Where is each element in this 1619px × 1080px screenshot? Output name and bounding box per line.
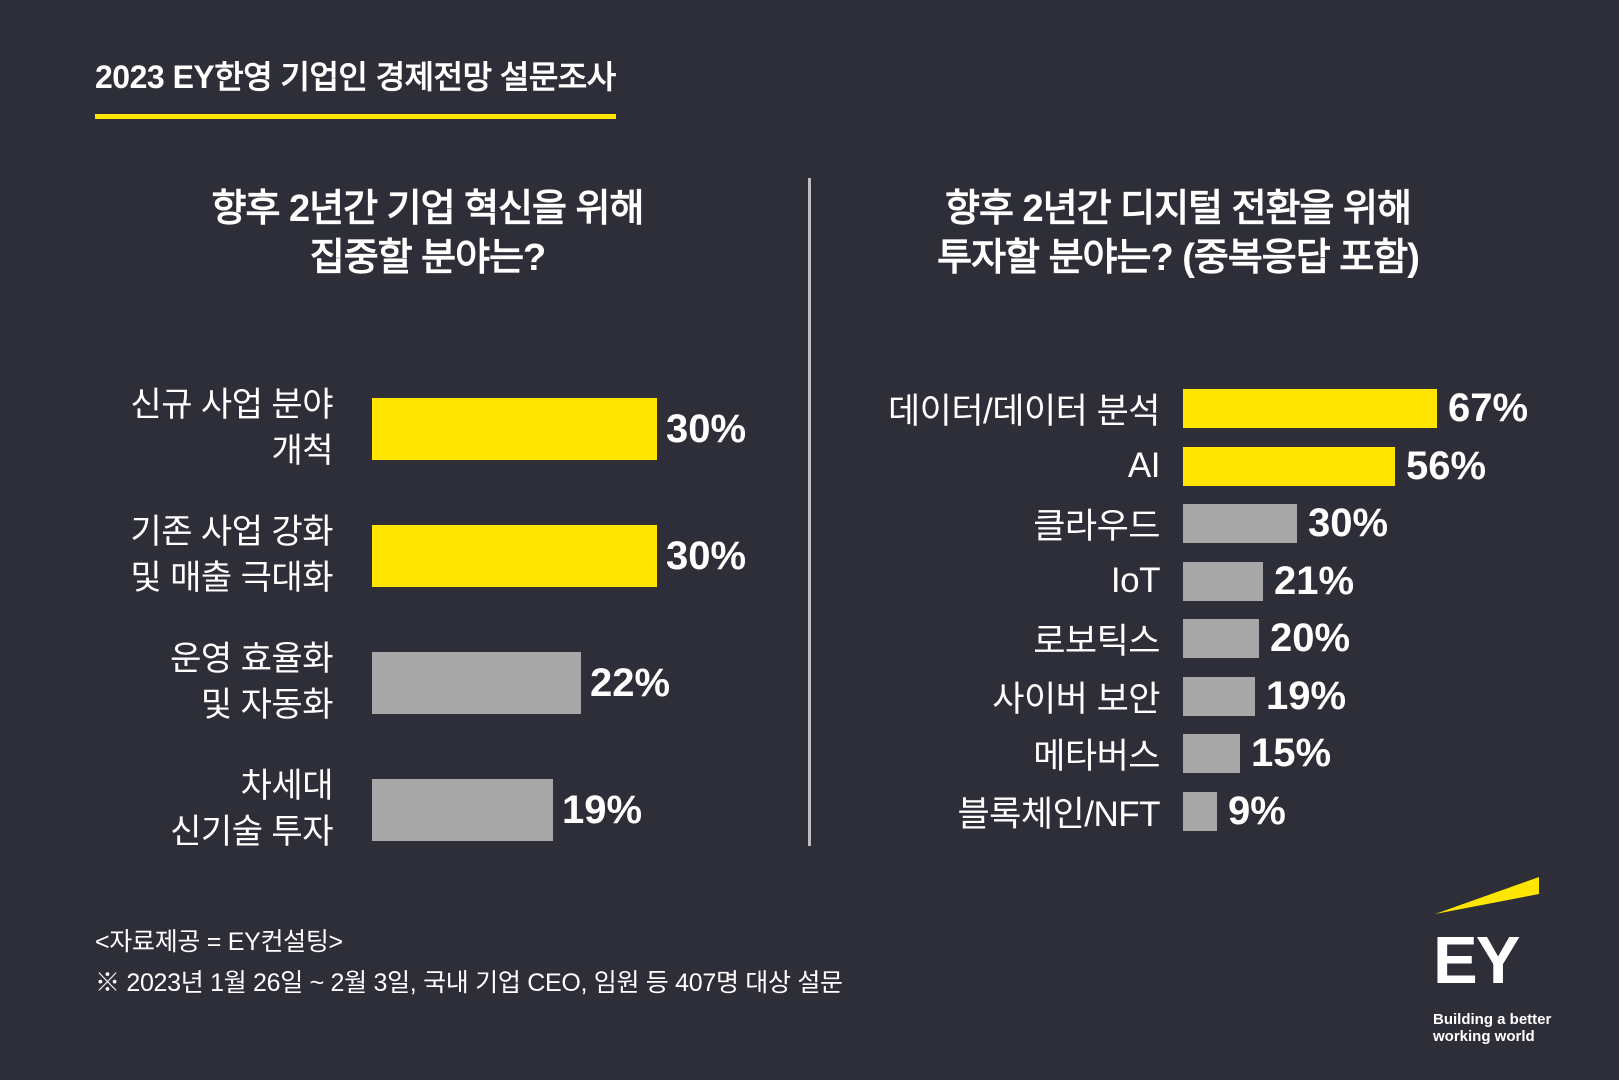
bar [372,779,553,842]
ey-tagline-line: working world [1433,1028,1535,1046]
bar-row: 블록체인/NFT 9% [823,782,1533,840]
bar-row: 사이버 보안 19% [823,667,1533,725]
bar-row: AI 56% [823,437,1533,495]
category-label: 데이터/데이터 분석 [887,392,1161,432]
category-label: IoT [1110,561,1161,601]
category-label: 로보틱스 [1033,622,1160,662]
value-label: 30% [666,406,747,451]
ey-tagline-line: Building a better [1433,1011,1552,1028]
bar [1183,389,1437,429]
chart-divider [808,178,811,846]
category-label: 신규 사업 분야 개척 [130,386,333,471]
bar [372,398,657,461]
category-label: 기존 사업 강화 및 매출 극대화 [130,513,333,598]
bar [1183,676,1255,716]
source-credit: <자료제공 = EY컨설팅> [95,928,343,956]
page-title: 2023 EY한영 기업인 경제전망 설문조사 [95,52,616,119]
bar-row: 로보틱스 20% [823,610,1533,668]
category-label: 메타버스 [1033,737,1160,777]
bar [372,525,657,588]
category-label: 사이버 보안 [992,679,1160,719]
category-label: 차세대 신기술 투자 [170,767,333,852]
bar [1183,734,1240,774]
value-label: 19% [562,787,643,832]
bar [372,652,581,715]
ey-logo: EY Building a better working world [1433,876,1553,1046]
value-label: 21% [1274,558,1355,603]
chart-innovation-focus: 향후 2년간 기업 혁신을 위해 집중할 분야는? 신규 사업 분야 개척 30% 기… [95,185,760,874]
value-label: 15% [1251,731,1332,776]
bar-rows-innovation: 신규 사업 분야 개척 30% 기존 사업 강화 및 매출 극대화 30% 운영 효율화… [95,366,760,874]
bar-row: 운영 효율화 및 자동화 22% [95,620,760,747]
footer: <자료제공 = EY컨설팅> ※ 2023년 1월 26일 ~ 2월 3일, 국… [95,922,843,1003]
value-label: 9% [1228,788,1286,833]
bar [1183,446,1395,486]
ey-wordmark: EY [1433,923,1520,998]
survey-note: ※ 2023년 1월 26일 ~ 2월 3일, 국내 기업 CEO, 임원 등 … [95,968,843,997]
bar [1183,561,1263,601]
value-label: 30% [666,533,747,578]
bar-row: 신규 사업 분야 개척 30% [95,366,760,493]
bar [1183,619,1259,659]
chart-title-line: 향후 2년간 기업 혁신을 위해 [211,188,645,230]
value-label: 56% [1406,443,1487,488]
chart-title-line: 투자할 분야는? (중복응답 포함) [937,237,1420,280]
category-label: 운영 효율화 및 자동화 [170,640,333,725]
bar [1183,791,1217,831]
bar-row: 데이터/데이터 분석 67% [823,380,1533,438]
category-label: 클라우드 [1033,507,1160,547]
bar-row: 기존 사업 강화 및 매출 극대화 30% [95,493,760,620]
bar-row: 차세대 신기술 투자 19% [95,747,760,874]
value-label: 22% [590,660,671,705]
value-label: 20% [1270,616,1351,661]
category-label: 블록체인/NFT [957,794,1160,834]
value-label: 30% [1308,501,1389,546]
bar-row: IoT 21% [823,552,1533,610]
category-label: AI [1127,446,1161,486]
value-label: 67% [1448,386,1529,431]
ey-beam-icon [1435,877,1539,914]
value-label: 19% [1266,673,1347,718]
chart-title-line: 향후 2년간 디지털 전환을 위해 [945,188,1412,230]
bar [1183,504,1297,544]
ey-tagline: Building a better working world [1433,1011,1553,1046]
bar-row: 메타버스 15% [823,725,1533,783]
bar-row: 클라우드 30% [823,495,1533,553]
bar-rows-digital: 데이터/데이터 분석 67% AI 56% 클라우드 30% IoT 21% 로보틱스 20% 사이… [823,380,1533,840]
chart-title-line: 집중할 분야는? [309,237,547,280]
header: 2023 EY한영 기업인 경제전망 설문조사 [95,52,616,119]
